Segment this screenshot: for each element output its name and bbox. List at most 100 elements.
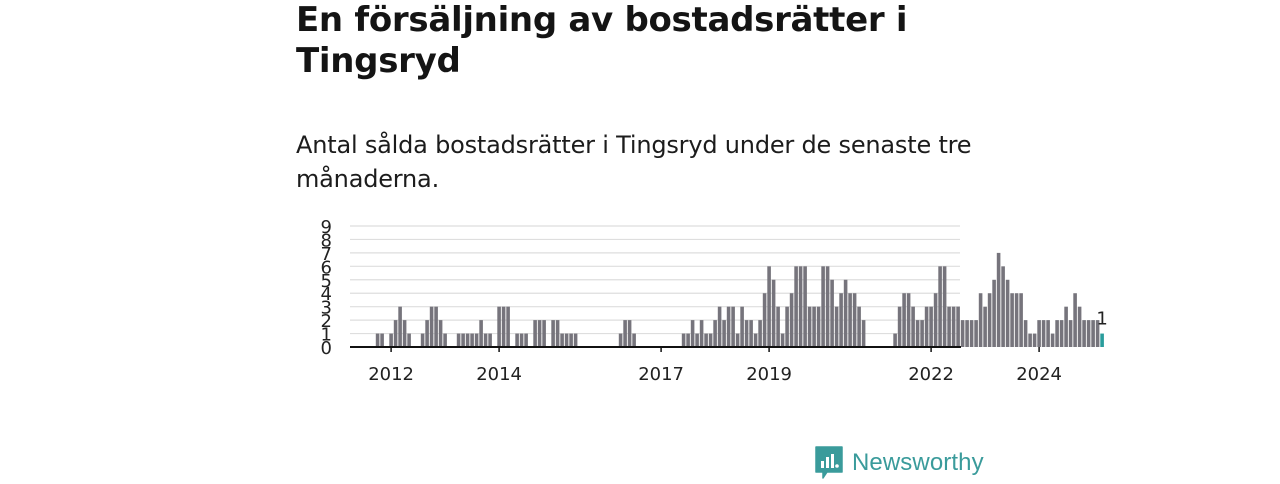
bar [965,320,969,347]
bar [1019,293,1023,347]
x-tick-label: 2022 [908,364,954,385]
bar [483,333,488,347]
bar [915,320,920,347]
x-tick-label: 2019 [746,364,792,385]
bar [839,293,843,347]
bar [987,293,992,347]
bar [996,252,1001,347]
bar [402,320,407,347]
bar [1010,293,1014,347]
bar [479,320,483,347]
bar [1055,320,1059,347]
bar [803,266,807,347]
y-tick-label: 5 [321,271,332,292]
bar [515,333,519,347]
y-tick-label: 3 [321,298,332,319]
bar [911,306,915,347]
bar [974,320,978,347]
bar [704,333,708,347]
bar [393,320,398,347]
bar [776,306,780,347]
bar [947,306,951,347]
bar [569,333,573,347]
gridlines [350,225,960,335]
bar [519,333,524,347]
brand-name: Newsworthy [852,449,984,476]
bar-chart-logo-icon [815,446,843,480]
chart-subtitle: Antal sålda bostadsrätter i Tingsryd und… [296,131,972,193]
bar [690,320,695,347]
bar [969,320,974,347]
bar [924,306,929,347]
bar [461,333,465,347]
bar [560,333,564,347]
chart-title: En försäljning av bostadsrätter i Tingsr… [296,0,908,81]
bar [1068,320,1073,347]
bar [789,293,794,347]
bar [951,306,956,347]
bar [821,266,825,347]
y-tick-label: 1 [321,325,332,346]
bar [992,279,996,347]
bar [1046,320,1050,347]
bar [960,320,965,347]
bar [771,279,776,347]
bar [465,333,470,347]
bar [1091,320,1095,347]
bar [753,333,758,347]
bar [1050,333,1055,347]
y-tick-label: 8 [321,230,332,251]
bar [942,266,947,347]
bar [857,306,861,347]
bar [398,306,402,347]
bar [1100,333,1104,347]
bar [1041,320,1046,347]
bars [375,252,1104,347]
bar [488,333,492,347]
bar [1032,333,1037,347]
bar [767,266,771,347]
bar [848,293,852,347]
bar [501,306,506,347]
bar [1023,320,1028,347]
bar [1095,320,1100,347]
bar [1028,333,1032,347]
bar [1073,293,1077,347]
bar [695,333,699,347]
x-tick-label: 2017 [638,364,684,385]
bar [735,333,740,347]
bar [681,333,686,347]
bar [632,333,636,347]
bar [407,333,411,347]
bar [618,333,623,347]
bar [380,333,384,347]
bar [920,320,924,347]
bar [1014,293,1019,347]
x-tick-label: 2024 [1016,364,1062,385]
bar [470,333,474,347]
bar [726,306,731,347]
bar [524,333,528,347]
x-tick-label: 2014 [476,364,522,385]
bar [420,333,425,347]
y-tick-label: 0 [321,338,332,359]
bar [533,320,537,347]
bar [443,333,447,347]
bar [551,320,555,347]
bar [1059,320,1064,347]
bar [573,333,578,347]
bar [897,306,902,347]
bar [555,320,560,347]
bar [389,333,393,347]
y-tick-label: 7 [321,244,332,265]
bar [933,293,938,347]
bar [780,333,785,347]
bar [794,266,798,347]
bar [852,293,857,347]
bar [762,293,767,347]
bar [830,279,834,347]
bar [744,320,749,347]
bar [843,279,848,347]
bar [434,306,438,347]
